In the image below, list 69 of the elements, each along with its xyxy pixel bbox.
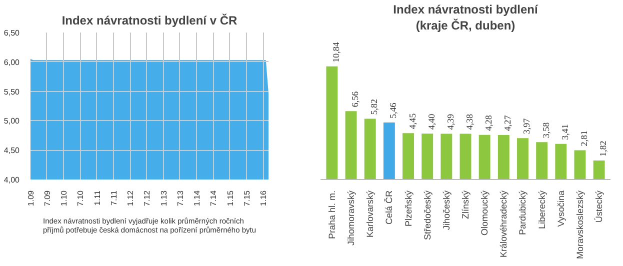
bar — [402, 133, 414, 180]
bar — [555, 144, 567, 180]
bar — [593, 160, 605, 180]
x-tick-label: Plzeňský — [403, 190, 414, 227]
x-tick-label: 7.14 — [209, 190, 218, 206]
data-label: 5,82 — [369, 99, 380, 115]
x-tick-label: Moravskoslezský — [574, 190, 585, 260]
x-tick-label: 1.10 — [60, 190, 69, 206]
data-label: 4,28 — [484, 114, 494, 131]
y-tick-label: 6,50 — [4, 28, 20, 38]
x-tick-label: Praha hl. m. — [326, 190, 337, 240]
bar — [440, 134, 452, 180]
bar — [498, 134, 510, 180]
data-label: 6,56 — [350, 90, 360, 108]
x-tick-label: 1.12 — [126, 190, 136, 206]
x-tick-label: Jihočeský — [441, 190, 452, 230]
data-label: 4,39 — [445, 113, 456, 130]
x-tick-label: 7.10 — [76, 190, 86, 206]
x-tick-label: Vysočina — [556, 190, 566, 227]
x-tick-label: Středočeský — [422, 190, 432, 240]
y-tick-label: 4,00 — [4, 176, 20, 184]
x-tick-label: Královéhradecký — [498, 190, 509, 258]
x-tick-label: 1.09 — [26, 190, 36, 206]
bar — [422, 134, 434, 180]
data-label: 3,58 — [540, 122, 551, 138]
x-tick-label: 7.09 — [42, 190, 52, 206]
data-label: 10,84 — [330, 42, 341, 62]
bar — [574, 150, 586, 180]
bar — [326, 66, 338, 180]
x-tick-label: 1.13 — [159, 190, 168, 206]
chart-title: Index návratnosti bydlení v ČR — [62, 14, 238, 28]
x-tick-label: Pardubický — [518, 190, 528, 236]
bar — [517, 138, 528, 180]
x-tick-label: 1.11 — [92, 190, 102, 206]
data-label: 2,81 — [578, 130, 589, 146]
y-tick-label: 4,50 — [4, 146, 20, 156]
x-tick-label: Liberecký — [536, 190, 547, 230]
y-tick-label: 5,00 — [4, 116, 20, 126]
x-tick-label: Jihomoravský — [346, 190, 356, 246]
data-label: 5,46 — [388, 102, 398, 119]
bar — [383, 122, 395, 180]
x-tick-label: 7.13 — [176, 190, 185, 206]
bar — [536, 142, 548, 180]
data-label: 4,27 — [502, 114, 513, 131]
x-tick-label: 1.16 — [259, 190, 268, 206]
bar — [364, 118, 376, 180]
data-label: 4,38 — [464, 114, 474, 130]
chart-subtitle: (kraje ČR, duben) — [416, 18, 516, 32]
x-tick-label: 7.11 — [109, 190, 118, 206]
data-label: 3,97 — [522, 118, 532, 134]
x-tick-label: 1.15 — [226, 190, 235, 206]
bar — [478, 134, 490, 180]
x-tick-label: 7.15 — [242, 190, 252, 206]
x-tick-label: 7.12 — [142, 190, 152, 206]
x-tick-label: Celá ČR — [384, 190, 394, 225]
x-tick-label: Zlínský — [460, 190, 470, 220]
x-tick-label: Olomoucký — [480, 190, 490, 236]
y-tick-label: 5,50 — [4, 87, 20, 96]
data-label: 3,41 — [560, 124, 570, 140]
x-tick-label: Ústecký — [594, 190, 604, 223]
chart-title: Index návratnosti bydlení — [393, 2, 539, 16]
x-tick-label: Karlovarský — [365, 190, 376, 238]
data-label: 1,82 — [598, 140, 608, 157]
bar — [345, 111, 357, 180]
x-tick-label: 1.14 — [192, 190, 202, 206]
bar — [460, 134, 472, 180]
data-label: 4,40 — [426, 113, 436, 130]
data-label: 4,45 — [407, 112, 418, 130]
y-tick-label: 6,00 — [4, 58, 20, 67]
